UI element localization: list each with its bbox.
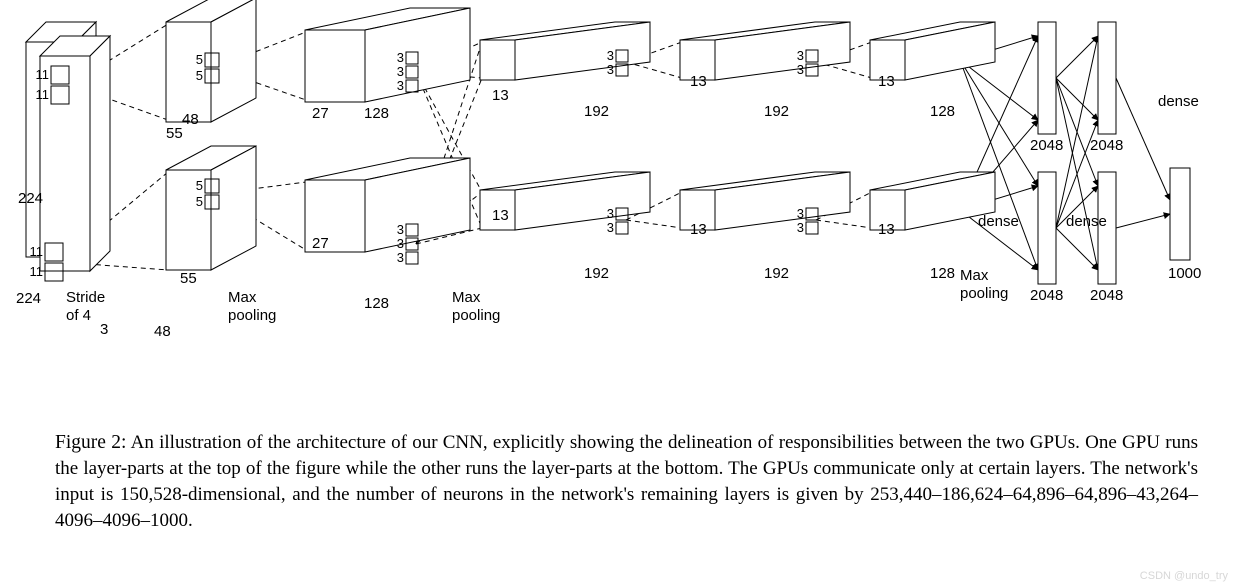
layer-volume bbox=[480, 22, 650, 80]
svg-text:11: 11 bbox=[36, 67, 50, 82]
svg-text:3: 3 bbox=[797, 206, 804, 221]
svg-text:3: 3 bbox=[397, 64, 404, 79]
cnn-architecture-diagram: 11111111555533333333333333224224Strideof… bbox=[0, 0, 1238, 400]
diagram-label: 192 bbox=[584, 265, 609, 282]
diagram-label: 55 bbox=[166, 125, 183, 142]
diagram-label: 2048 bbox=[1030, 287, 1063, 304]
svg-text:5: 5 bbox=[196, 52, 203, 67]
diagram-label: 2048 bbox=[1090, 137, 1123, 154]
layer-volume bbox=[166, 0, 256, 122]
svg-text:3: 3 bbox=[797, 48, 804, 63]
diagram-label: 55 bbox=[180, 270, 197, 287]
diagram-label: 128 bbox=[364, 105, 389, 122]
diagram-label: 13 bbox=[690, 73, 707, 90]
layer-volume bbox=[305, 158, 470, 252]
diagram-label: 27 bbox=[312, 105, 329, 122]
diagram-label: 13 bbox=[690, 221, 707, 238]
svg-text:3: 3 bbox=[397, 50, 404, 65]
svg-text:3: 3 bbox=[607, 220, 614, 235]
fc-layer bbox=[1170, 168, 1190, 260]
svg-text:5: 5 bbox=[196, 68, 203, 83]
diagram-label: pooling bbox=[452, 307, 500, 324]
svg-text:5: 5 bbox=[196, 194, 203, 209]
diagram-label: 2048 bbox=[1030, 137, 1063, 154]
diagram-label: Max bbox=[960, 267, 989, 284]
diagram-label: 224 bbox=[18, 190, 43, 207]
layer-volume bbox=[166, 146, 256, 270]
svg-text:11: 11 bbox=[30, 264, 44, 279]
kernel-square bbox=[406, 252, 418, 264]
diagram-label: 2048 bbox=[1090, 287, 1123, 304]
watermark: CSDN @undo_try bbox=[1140, 570, 1228, 582]
diagram-label: 128 bbox=[364, 295, 389, 312]
diagram-label: 192 bbox=[584, 103, 609, 120]
diagram-label: 13 bbox=[492, 87, 509, 104]
diagram-label: dense bbox=[1066, 213, 1107, 230]
diagram-label: 128 bbox=[930, 265, 955, 282]
svg-text:3: 3 bbox=[607, 62, 614, 77]
svg-text:3: 3 bbox=[397, 236, 404, 251]
svg-text:3: 3 bbox=[397, 250, 404, 265]
layer-volume bbox=[305, 8, 470, 102]
diagram-label: 48 bbox=[154, 323, 171, 340]
figure-label: Figure 2: bbox=[55, 432, 126, 453]
svg-text:3: 3 bbox=[797, 62, 804, 77]
layer-volume bbox=[680, 22, 850, 80]
svg-text:3: 3 bbox=[397, 222, 404, 237]
diagram-label: pooling bbox=[228, 307, 276, 324]
svg-text:5: 5 bbox=[196, 178, 203, 193]
fc-layer bbox=[1038, 172, 1056, 284]
diagram-label: 3 bbox=[100, 321, 108, 338]
diagram-label: 13 bbox=[878, 221, 895, 238]
diagram-label: 48 bbox=[182, 111, 199, 128]
diagram-label: Max bbox=[228, 289, 257, 306]
layer-volume bbox=[870, 22, 995, 80]
diagram-label: dense bbox=[978, 213, 1019, 230]
svg-text:3: 3 bbox=[797, 220, 804, 235]
kernel-square bbox=[806, 222, 818, 234]
diagram-label: 13 bbox=[878, 73, 895, 90]
svg-text:3: 3 bbox=[607, 206, 614, 221]
diagram-label: 13 bbox=[492, 207, 509, 224]
svg-text:3: 3 bbox=[607, 48, 614, 63]
diagram-label: Max bbox=[452, 289, 481, 306]
kernel-square bbox=[616, 222, 628, 234]
diagram-label: 128 bbox=[930, 103, 955, 120]
fc-layer bbox=[1038, 22, 1056, 134]
diagram-label: pooling bbox=[960, 285, 1008, 302]
fc-layer bbox=[1098, 22, 1116, 134]
svg-text:3: 3 bbox=[397, 78, 404, 93]
diagram-label: 1000 bbox=[1168, 265, 1201, 282]
svg-text:11: 11 bbox=[36, 87, 50, 102]
diagram-label: 224 bbox=[16, 290, 41, 307]
svg-text:11: 11 bbox=[30, 244, 44, 259]
diagram-label: dense bbox=[1158, 93, 1199, 110]
figure-caption: Figure 2: An illustration of the archite… bbox=[55, 430, 1198, 533]
diagram-label: of 4 bbox=[66, 307, 91, 324]
diagram-label: Stride bbox=[66, 289, 105, 306]
diagram-label: 192 bbox=[764, 103, 789, 120]
figure-text: An illustration of the architecture of o… bbox=[55, 432, 1198, 531]
diagram-label: 192 bbox=[764, 265, 789, 282]
diagram-label: 27 bbox=[312, 235, 329, 252]
